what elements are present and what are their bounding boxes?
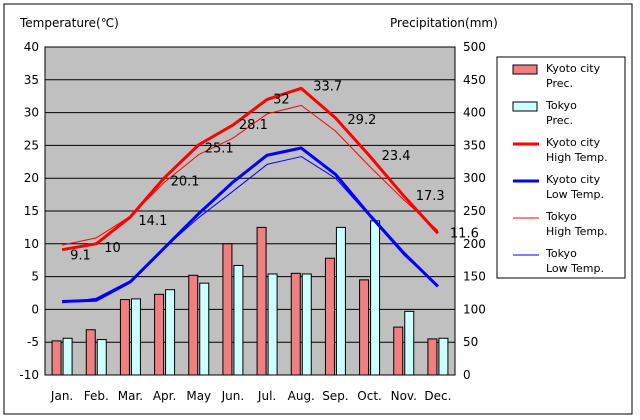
x-tick-label: Nov. bbox=[391, 389, 417, 403]
legend-label: Kyoto city bbox=[546, 136, 601, 149]
precipitation-bar bbox=[370, 220, 381, 376]
precipitation-bar bbox=[267, 273, 278, 376]
y-right-tick-label: 450 bbox=[463, 73, 486, 87]
precipitation-bar bbox=[188, 274, 199, 376]
precipitation-bar bbox=[290, 272, 301, 376]
precipitation-bar bbox=[119, 299, 130, 376]
x-tick-label: Sep. bbox=[322, 389, 348, 403]
y-right-tick-label: 200 bbox=[463, 237, 486, 251]
legend-label: Prec. bbox=[546, 77, 573, 90]
legend: Kyoto city Prec. Tokyo Prec. Kyoto city High … bbox=[496, 56, 626, 279]
precipitation-bar bbox=[96, 339, 107, 376]
y-left-tick-label: -10 bbox=[19, 368, 39, 382]
legend-label: Tokyo bbox=[545, 247, 577, 260]
legend-label: High Temp. bbox=[546, 151, 608, 164]
legend-swatch bbox=[512, 101, 538, 112]
precipitation-bar bbox=[154, 293, 165, 376]
legend-label: Tokyo bbox=[545, 99, 577, 112]
precipitation-bar bbox=[404, 310, 415, 376]
precipitation-bar bbox=[51, 340, 62, 376]
data-label: 29.2 bbox=[347, 113, 376, 128]
data-label: 14.1 bbox=[138, 214, 167, 229]
precipitation-bar bbox=[233, 264, 244, 376]
x-tick-label: May bbox=[186, 389, 211, 403]
x-tick-label: Feb. bbox=[84, 389, 109, 403]
precipitation-bar bbox=[165, 289, 176, 376]
y-left-axis-label: Temperature(℃) bbox=[19, 16, 119, 30]
x-tick-label: Jul. bbox=[257, 389, 276, 403]
legend-label: High Temp. bbox=[546, 225, 608, 238]
precipitation-bar bbox=[438, 337, 449, 376]
data-label: 20.1 bbox=[171, 175, 200, 190]
data-label: 23.4 bbox=[382, 149, 411, 164]
precipitation-bar bbox=[301, 273, 312, 376]
y-left-tick-label: -5 bbox=[27, 335, 39, 349]
y-right-axis-label: Precipitation(mm) bbox=[390, 16, 498, 30]
x-tick-label: Jan. bbox=[50, 389, 73, 403]
legend-label: Low Temp. bbox=[546, 188, 604, 201]
precipitation-bar bbox=[85, 329, 96, 376]
precipitation-bar bbox=[335, 226, 346, 376]
x-tick-label: Mar. bbox=[118, 389, 143, 403]
y-left-tick-label: 35 bbox=[24, 73, 39, 87]
precipitation-bar bbox=[324, 257, 335, 376]
y-left-tick-label: 40 bbox=[24, 40, 39, 54]
y-left-tick-label: 5 bbox=[31, 270, 39, 284]
y-right-tick-label: 100 bbox=[463, 302, 486, 316]
precipitation-bar bbox=[256, 226, 267, 376]
y-right-tick-label: 500 bbox=[463, 40, 486, 54]
data-label: 9.1 bbox=[70, 249, 91, 264]
data-label: 10 bbox=[104, 241, 121, 256]
y-right-tick-label: 50 bbox=[463, 335, 478, 349]
legend-label: Kyoto city bbox=[546, 62, 601, 75]
x-tick-label: Jun. bbox=[221, 389, 245, 403]
y-left-tick-label: 30 bbox=[24, 106, 39, 120]
temperature-line bbox=[61, 86, 440, 252]
legend-label: Kyoto city bbox=[546, 173, 601, 186]
x-tick-label: Apr. bbox=[153, 389, 176, 403]
legend-label: Prec. bbox=[546, 114, 573, 127]
y-right-tick-label: 150 bbox=[463, 270, 486, 284]
data-label: 17.3 bbox=[416, 189, 445, 204]
data-label: 11.6 bbox=[450, 226, 479, 241]
data-label: 25.1 bbox=[205, 142, 234, 157]
x-tick-label: Aug. bbox=[288, 389, 315, 403]
y-left-tick-label: 0 bbox=[31, 302, 39, 316]
legend-label: Tokyo bbox=[545, 210, 577, 223]
precipitation-bar bbox=[199, 282, 210, 376]
y-right-tick-label: 0 bbox=[463, 368, 471, 382]
y-left-tick-label: 10 bbox=[24, 237, 39, 251]
data-label: 32 bbox=[273, 92, 290, 107]
precipitation-bar bbox=[393, 326, 404, 376]
y-left-tick-label: 20 bbox=[24, 171, 39, 185]
legend-label: Low Temp. bbox=[546, 262, 604, 275]
precipitation-bar bbox=[130, 298, 141, 376]
legend-box bbox=[496, 56, 626, 279]
y-right-tick-label: 350 bbox=[463, 138, 486, 152]
x-tick-label: Oct. bbox=[357, 389, 382, 403]
legend-swatch bbox=[512, 64, 538, 75]
y-right-tick-label: 400 bbox=[463, 106, 486, 120]
temperature-line bbox=[62, 146, 439, 304]
precipitation-bar bbox=[222, 243, 233, 376]
x-tick-label: Dec. bbox=[424, 389, 451, 403]
precipitation-bar bbox=[427, 338, 438, 376]
data-label: 28.1 bbox=[239, 118, 268, 133]
precipitation-bar bbox=[62, 337, 73, 376]
y-left-tick-label: 15 bbox=[24, 204, 39, 218]
y-left-tick-label: 25 bbox=[24, 138, 39, 152]
data-label: 33.7 bbox=[313, 79, 342, 94]
y-right-tick-label: 250 bbox=[463, 204, 486, 218]
y-right-tick-label: 300 bbox=[463, 171, 486, 185]
precipitation-bar bbox=[359, 279, 370, 376]
